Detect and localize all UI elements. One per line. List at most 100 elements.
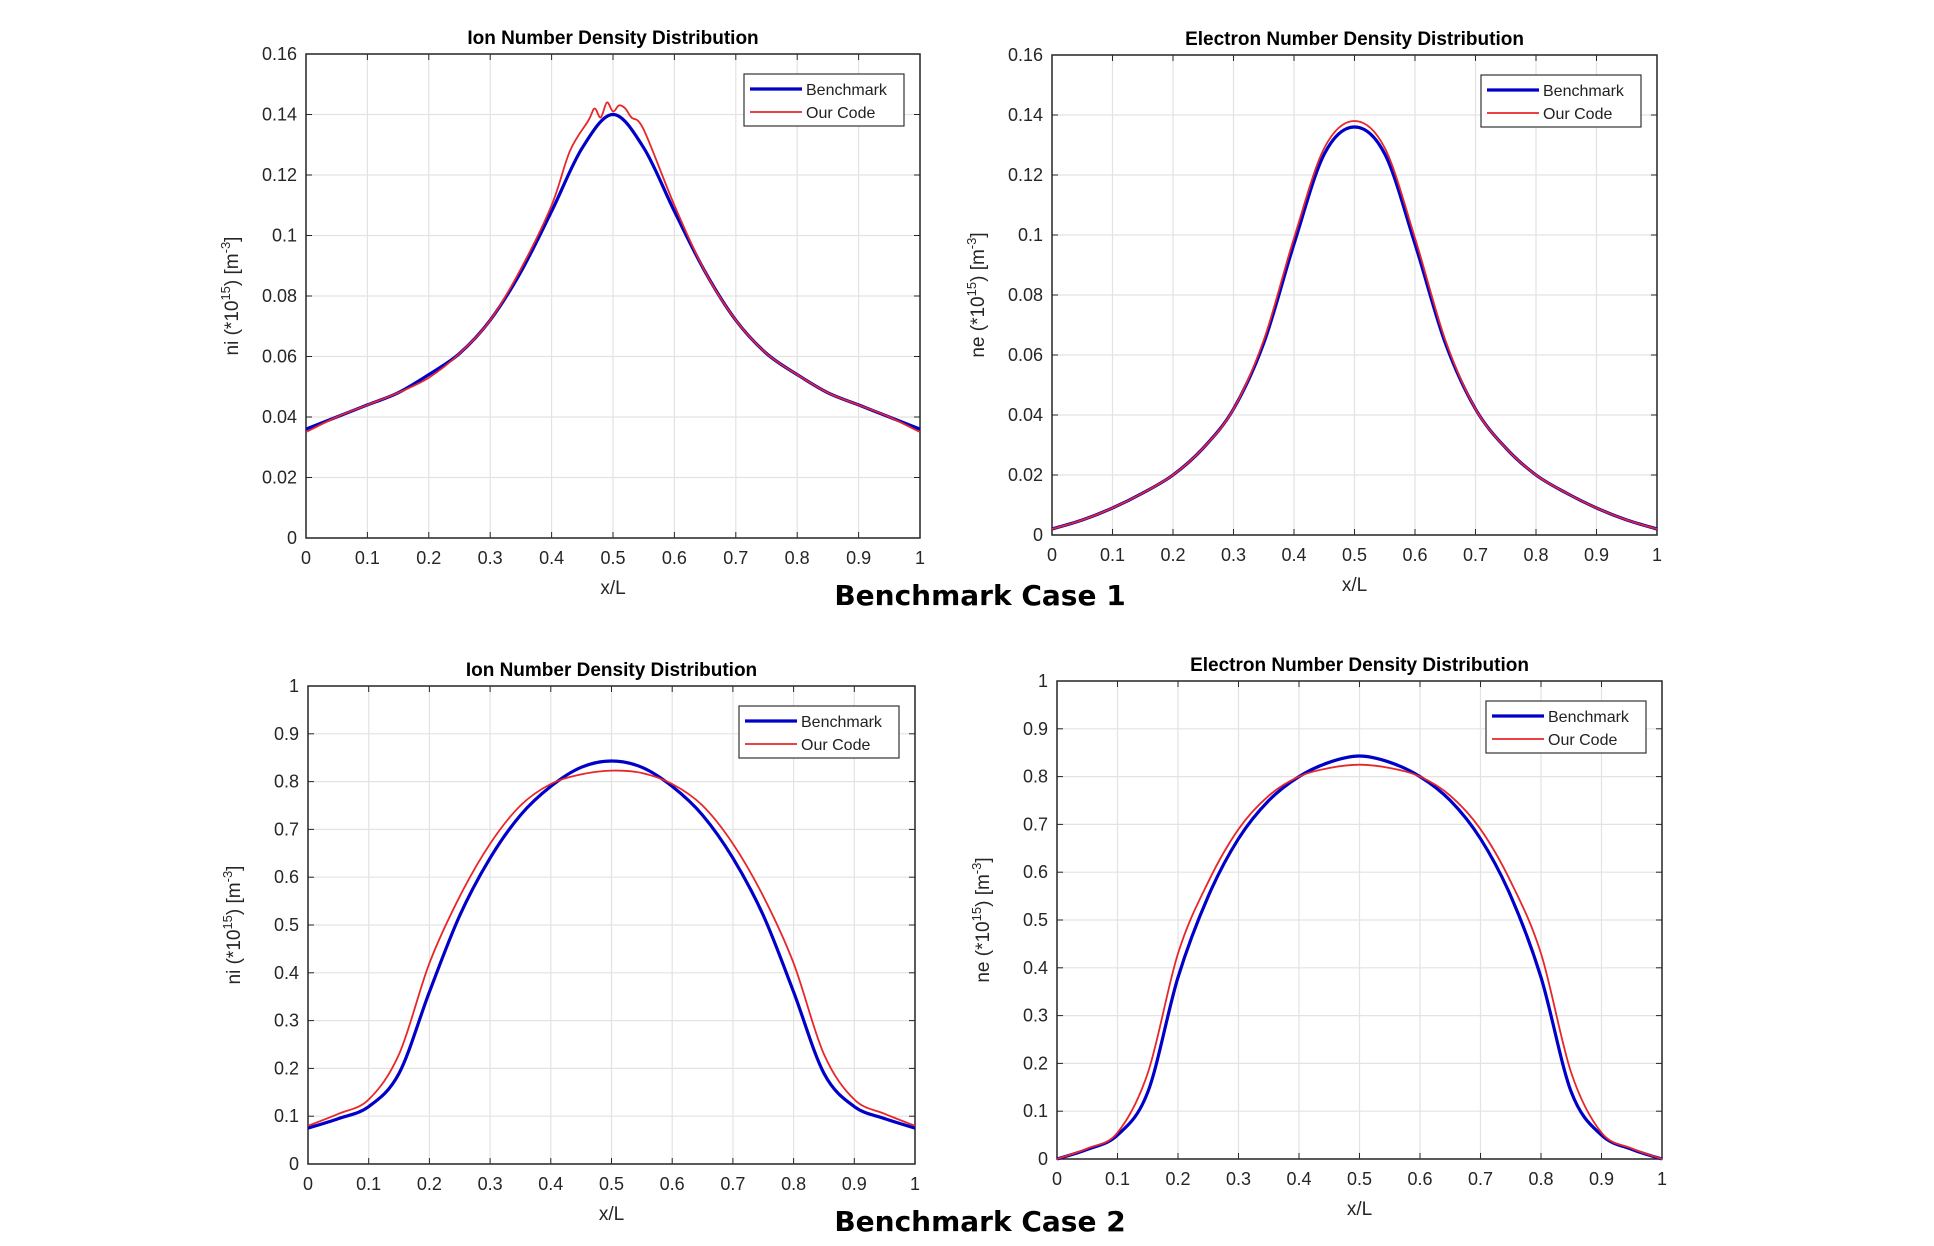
axes-box — [307, 685, 916, 1165]
x-axis-label: x/L — [599, 1204, 624, 1225]
y-tick-label: 1 — [1038, 671, 1048, 691]
y-tick-label: 0.04 — [1008, 405, 1043, 425]
x-tick-label: 1 — [915, 548, 925, 568]
y-tick-label: 0.6 — [274, 867, 299, 887]
y-tick-label: 0.3 — [274, 1011, 299, 1031]
y-tick-label: 0.08 — [262, 286, 297, 306]
y-axis-label-text: ) [m — [973, 874, 994, 907]
y-tick-label: 0.02 — [1008, 465, 1043, 485]
x-tick-label: 0.7 — [1463, 545, 1488, 565]
y-axis-label-text: ] — [222, 237, 243, 242]
legend-label: Our Code — [806, 105, 875, 122]
x-tick-label: 0.9 — [1589, 1169, 1614, 1189]
x-tick-label: 0.3 — [1226, 1169, 1251, 1189]
x-axis-label: x/L — [600, 578, 625, 599]
y-tick-label: 0.12 — [1008, 165, 1043, 185]
chart-title: Ion Number Density Distribution — [466, 660, 757, 681]
legend-box — [1485, 700, 1647, 754]
y-tick-label: 0.04 — [262, 407, 297, 427]
y-axis-label-superscript: -3 — [220, 871, 235, 883]
chart-title: Ion Number Density Distribution — [467, 28, 758, 49]
y-axis-label: ne (*1015) [m-3] — [969, 857, 994, 982]
legend-box — [1480, 74, 1642, 128]
y-axis-label-superscript: -3 — [969, 863, 984, 875]
y-tick-label: 0.1 — [1018, 225, 1043, 245]
legend-label: Our Code — [801, 737, 870, 754]
series-line-our-code — [1056, 763, 1663, 1160]
series-line-our-code — [307, 769, 916, 1127]
x-tick-label: 0.6 — [1402, 545, 1427, 565]
y-tick-label: 0.8 — [274, 772, 299, 792]
x-tick-label: 0.2 — [416, 548, 441, 568]
axes-box — [305, 53, 921, 539]
x-tick-label: 0.1 — [356, 1174, 381, 1194]
y-axis-label: ni (*1015) [m-3] — [218, 237, 243, 356]
y-tick-label: 0.1 — [274, 1106, 299, 1126]
legend: Benchmark Our Code — [1480, 74, 1642, 128]
y-axis-label: ne (*1015) [m-3] — [967, 232, 989, 357]
y-axis-label-superscript: 15 — [967, 282, 979, 296]
y-tick-label: 0 — [1033, 525, 1043, 545]
y-axis-label-superscript: -3 — [967, 238, 979, 250]
y-axis-label-text: ) [m — [968, 249, 989, 282]
x-tick-label: 1 — [910, 1174, 920, 1194]
x-tick-label: 0.1 — [1105, 1169, 1130, 1189]
y-tick-label: 1 — [289, 676, 299, 696]
x-tick-label: 0.8 — [1528, 1169, 1553, 1189]
legend: Benchmark Our Code — [743, 73, 905, 127]
caption-case-1: Benchmark Case 1 — [834, 579, 1126, 612]
x-tick-label: 0 — [303, 1174, 313, 1194]
x-tick-label: 0.9 — [846, 548, 871, 568]
y-tick-label: 0.3 — [1023, 1006, 1048, 1026]
y-axis-label-superscript: 15 — [218, 286, 233, 300]
y-tick-label: 0.02 — [262, 468, 297, 488]
y-tick-label: 0.1 — [272, 226, 297, 246]
series-line-benchmark — [307, 759, 916, 1130]
x-tick-label: 0.8 — [785, 548, 810, 568]
legend: Benchmark Our Code — [738, 705, 900, 759]
y-tick-label: 0.2 — [1023, 1053, 1048, 1073]
y-tick-label: 0.9 — [274, 724, 299, 744]
x-tick-label: 0.4 — [539, 548, 564, 568]
x-tick-label: 0.1 — [1100, 545, 1125, 565]
x-tick-label: 0.8 — [1523, 545, 1548, 565]
y-tick-label: 0.1 — [1023, 1101, 1048, 1121]
x-tick-label: 0.8 — [781, 1174, 806, 1194]
y-tick-label: 0.7 — [274, 819, 299, 839]
caption-case-2: Benchmark Case 2 — [834, 1205, 1126, 1238]
y-tick-label: 0.14 — [1008, 105, 1043, 125]
x-tick-label: 0.7 — [723, 548, 748, 568]
y-tick-label: 0.4 — [274, 963, 299, 983]
y-axis-label-text: ne (*10 — [968, 296, 989, 357]
y-axis-label-superscript: 15 — [969, 907, 984, 921]
chart-electron-density-case-2: 0 0.1 0.2 0.3 0.4 0.5 0.6 0.7 0.8 0.9 1 0 0.1 0.2 0.3 0… — [969, 655, 1667, 1220]
legend-box — [743, 73, 905, 127]
series-line-our-code — [305, 101, 921, 433]
y-tick-label: 0.06 — [262, 347, 297, 367]
x-tick-label: 0.5 — [1347, 1169, 1372, 1189]
y-tick-label: 0.9 — [1023, 719, 1048, 739]
chart-title: Electron Number Density Distribution — [1185, 29, 1524, 50]
y-tick-label: 0.16 — [1008, 45, 1043, 65]
series-line-benchmark — [1056, 754, 1663, 1161]
legend-label: Our Code — [1543, 106, 1612, 123]
x-tick-label: 0.4 — [538, 1174, 563, 1194]
chart-ion-density-case-2: 0 0.1 0.2 0.3 0.4 0.5 0.6 0.7 0.8 0.9 1 0 0.1 0.2 0.3 0… — [220, 660, 920, 1225]
x-tick-label: 0.5 — [599, 1174, 624, 1194]
x-tick-label: 0.6 — [1407, 1169, 1432, 1189]
legend-label: Benchmark — [1548, 709, 1630, 726]
y-axis-label-text: ] — [968, 232, 989, 237]
y-tick-label: 0.06 — [1008, 345, 1043, 365]
x-tick-label: 0.3 — [478, 1174, 503, 1194]
axes-box — [1056, 680, 1663, 1160]
x-tick-label: 0.6 — [660, 1174, 685, 1194]
x-tick-label: 0.9 — [1584, 545, 1609, 565]
x-tick-label: 0 — [1052, 1169, 1062, 1189]
x-axis-label: x/L — [1347, 1199, 1372, 1220]
y-axis-label-superscript: -3 — [218, 242, 233, 254]
x-tick-label: 0.4 — [1286, 1169, 1311, 1189]
x-axis-label: x/L — [1342, 575, 1367, 596]
chart-title: Electron Number Density Distribution — [1190, 655, 1529, 676]
y-axis-label-text: ne (*10 — [973, 921, 994, 982]
series-line-our-code — [1051, 120, 1658, 530]
